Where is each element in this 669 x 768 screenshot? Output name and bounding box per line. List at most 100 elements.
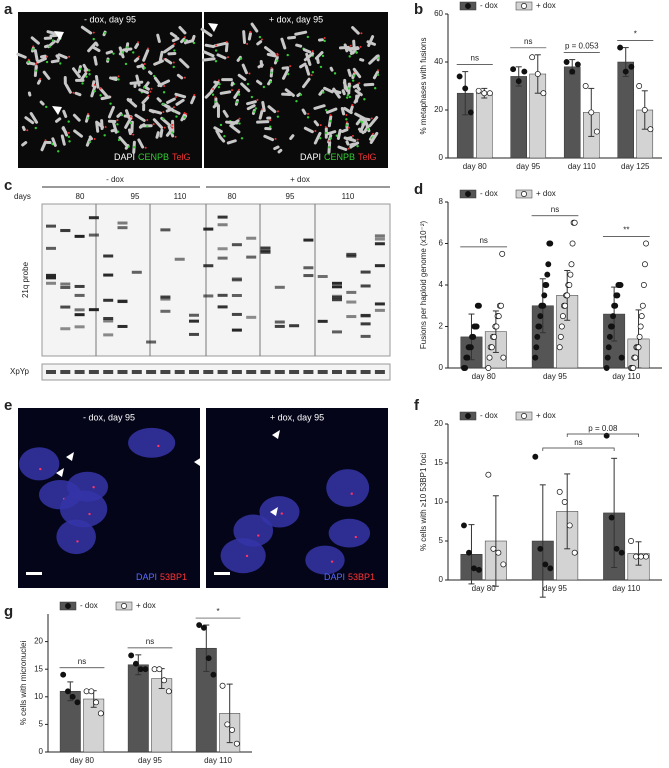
chromosome [191,34,196,43]
data-point [74,699,81,706]
control-band [303,370,314,374]
data-point [558,323,565,330]
image-title: - dox, day 95 [83,412,135,422]
data-point [200,624,207,631]
data-point [456,73,463,80]
telomere [173,42,176,45]
chromosome [157,79,171,88]
centromere [253,110,256,113]
control-band [117,370,128,374]
chromosome [138,88,150,95]
y-tick-label: 0 [439,153,444,162]
data-point [635,344,642,351]
chromosome [212,102,219,109]
chromosome [314,51,324,60]
band [217,256,228,260]
stain-name: 53BP1 [160,572,187,582]
centromere [276,115,280,118]
telomere [319,124,322,127]
arrowhead [272,430,280,439]
focus [39,467,42,471]
telomere [231,89,234,92]
control-band [360,370,371,374]
centromere [162,91,166,94]
band [374,242,385,246]
focus [350,492,353,495]
day-label: 95 [286,192,295,201]
centromere [286,53,289,57]
chromosome [163,104,175,113]
probe-label: 21q probe [21,261,30,298]
telomere [372,132,375,135]
centromere [88,140,92,144]
chromosome [289,134,295,140]
chromosome [345,140,350,146]
band [360,270,371,274]
legend-label: + dox [536,411,556,420]
legend-label: - dox [480,1,498,10]
centromere [223,134,226,138]
chromosome [313,104,326,110]
legend-marker [465,413,471,419]
telomere [360,32,363,35]
chromosome [142,49,150,62]
gel-control [41,363,391,381]
band [374,308,385,312]
centromere [239,57,243,60]
chromosome [83,68,89,72]
telomere [26,129,29,132]
chromosome [74,91,82,97]
centromere [373,87,377,90]
centromere [192,41,196,45]
telomere [39,77,42,80]
band [231,328,242,332]
control-band [346,370,357,374]
y-tick-label: 5 [39,720,44,729]
chromosome [36,79,42,85]
data-point [476,302,482,309]
chromosome [247,32,252,41]
chromosome [29,112,39,124]
telomere [260,108,263,111]
telomere [214,96,217,99]
data-point [142,666,149,673]
centromere [57,150,60,153]
data-point [557,333,564,340]
chromosome [355,118,363,126]
data-point [540,90,547,97]
significance-label: ns [78,657,86,666]
centromere [86,117,90,120]
telomere [324,126,327,129]
chromosome [94,41,99,47]
control-band [332,370,342,374]
chromosome [267,79,272,86]
centromere [270,71,273,74]
centromere [45,105,48,109]
data-point [510,66,517,73]
centromere [67,135,71,139]
centromere [81,82,84,85]
y-tick-label: 0 [39,747,44,756]
data-point [464,354,471,361]
centromere [172,65,175,69]
chromosome [43,36,53,40]
x-tick-label: day 95 [516,162,541,171]
panel-label: b [414,1,423,18]
chromosome [216,53,227,60]
telomere [163,85,166,88]
chromosome [85,137,92,147]
band [346,252,357,256]
x-tick-label: day 110 [204,756,232,765]
centromere [286,72,290,76]
y-tick-label: 2 [439,322,444,331]
data-point [473,323,480,330]
data-point [567,271,574,278]
band [46,276,56,280]
band [231,293,242,297]
legend-marker [121,603,127,609]
telomere [225,40,228,43]
chromosome [219,136,226,143]
band [88,233,99,237]
centromere [143,66,146,70]
nucleus [66,471,109,502]
